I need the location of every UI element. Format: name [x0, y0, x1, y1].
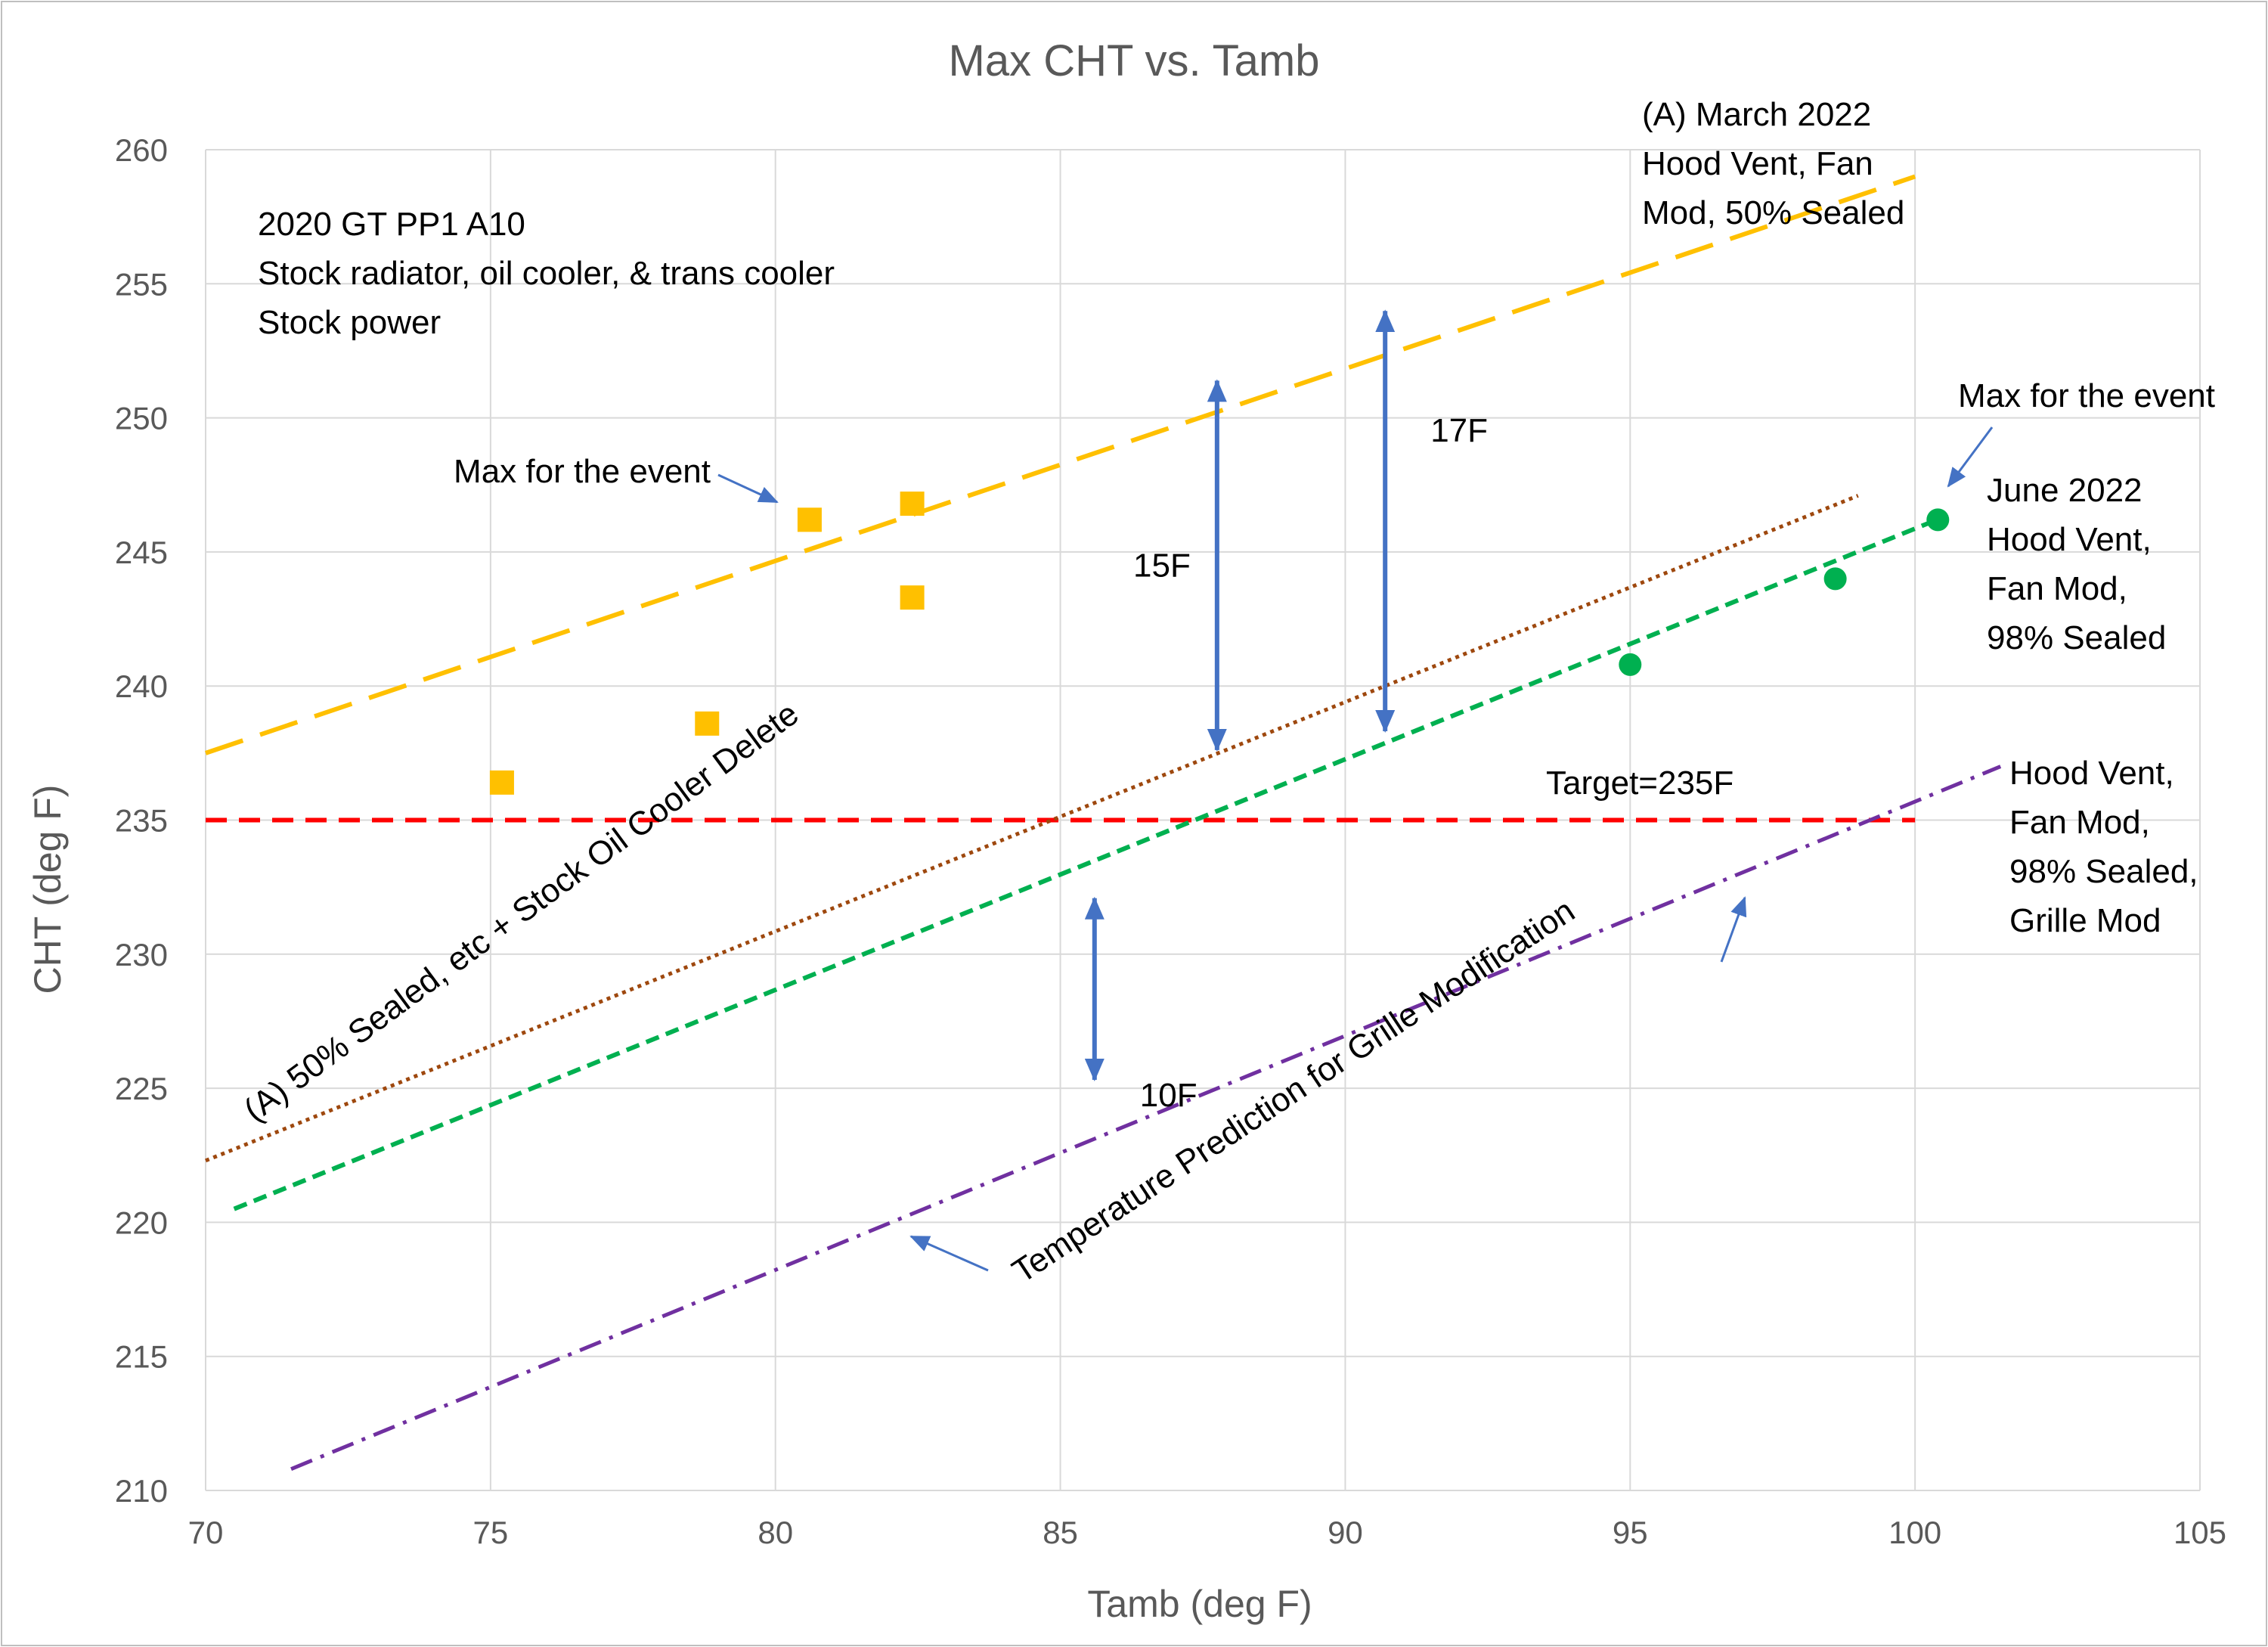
y-tick-label: 230	[115, 937, 168, 972]
prediction-pointer-right	[1720, 896, 1747, 963]
difference-arrows: 15F 17F 10F	[1084, 309, 1488, 1114]
march-trendline	[205, 174, 1916, 755]
x-tick-label: 95	[1613, 1515, 1648, 1550]
march-data-point	[695, 711, 720, 736]
difference-label: 15F	[1133, 547, 1191, 585]
max-event-label-left: Max for the event	[454, 453, 711, 490]
y-tick-label: 215	[115, 1339, 168, 1375]
march-data-point	[900, 585, 925, 610]
june-data-point	[1926, 508, 1950, 532]
x-tick-label: 90	[1328, 1515, 1363, 1550]
y-tick-label: 240	[115, 668, 168, 704]
x-tick-label: 85	[1043, 1515, 1078, 1550]
march-series-label: (A) March 2022	[1642, 96, 1871, 133]
june-series-label: Hood Vent,	[1987, 521, 2152, 558]
y-tick-label: 255	[115, 266, 168, 302]
x-tick-label: 100	[1888, 1515, 1941, 1550]
march-data-point	[797, 507, 822, 532]
x-axis-title: Tamb (deg F)	[1087, 1583, 1312, 1625]
grid	[205, 149, 2201, 1491]
max-event-pointer-left	[717, 473, 779, 504]
trendlines	[205, 174, 2002, 1471]
june-trendline	[233, 515, 1944, 1211]
y-tick-label: 225	[115, 1071, 168, 1106]
grille-series-label: Hood Vent,	[2009, 755, 2174, 792]
x-tick-label: 80	[758, 1515, 793, 1550]
march-series-label: Hood Vent, Fan	[1642, 145, 1873, 182]
max-event-pointer-right	[1947, 426, 1994, 488]
chart-title: Max CHT vs. Tamb	[949, 36, 1320, 85]
june-series-label: 98% Sealed	[1987, 619, 2166, 656]
x-tick-label: 75	[472, 1515, 508, 1550]
june-series-label: Fan Mod,	[1987, 570, 2127, 607]
difference-label: 10F	[1140, 1077, 1198, 1114]
grille-series-label: Fan Mod,	[2009, 804, 2150, 841]
oil-delete-label: (A) 50% Sealed, etc + Stock Oil Cooler D…	[237, 695, 806, 1129]
march-series-label: Mod, 50% Sealed	[1642, 194, 1904, 231]
axes: 210 215 220 225 230 235 240 245 250 255 260 70 75 80 8…	[115, 132, 2226, 1550]
difference-label: 17F	[1430, 412, 1488, 449]
prediction-pointer-left	[909, 1235, 989, 1272]
grille-series-label: 98% Sealed,	[2009, 853, 2198, 890]
info-annotation: 2020 GT PP1 A10	[258, 206, 525, 243]
y-tick-label: 245	[115, 535, 168, 570]
march-data-point	[489, 770, 514, 795]
x-tick-label: 105	[2174, 1515, 2226, 1550]
y-tick-label: 250	[115, 401, 168, 436]
annotations: 2020 GT PP1 A10 Stock radiator, oil coole…	[237, 96, 2215, 1290]
y-tick-label: 220	[115, 1205, 168, 1240]
june-data-point	[1823, 567, 1847, 591]
data-points	[489, 492, 1950, 795]
grille-trendline	[290, 765, 2002, 1471]
june-series-label: June 2022	[1987, 472, 2143, 509]
x-tick-label: 70	[188, 1515, 224, 1550]
info-annotation: Stock power	[258, 304, 441, 341]
y-tick-label: 235	[115, 803, 168, 839]
prediction-label: Temperature Prediction for Grille Modifi…	[1005, 892, 1581, 1291]
y-tick-label: 210	[115, 1473, 168, 1509]
june-data-point	[1619, 653, 1642, 676]
grille-series-label: Grille Mod	[2009, 902, 2161, 939]
y-axis-title: CHT (deg F)	[26, 785, 69, 994]
max-event-label-right: Max for the event	[1958, 377, 2215, 414]
info-annotation: Stock radiator, oil cooler, & trans cool…	[258, 255, 835, 292]
target-label: Target=235F	[1546, 765, 1734, 802]
oil-delete-trendline	[205, 494, 1859, 1163]
y-tick-label: 260	[115, 132, 168, 168]
march-data-point	[900, 492, 925, 516]
